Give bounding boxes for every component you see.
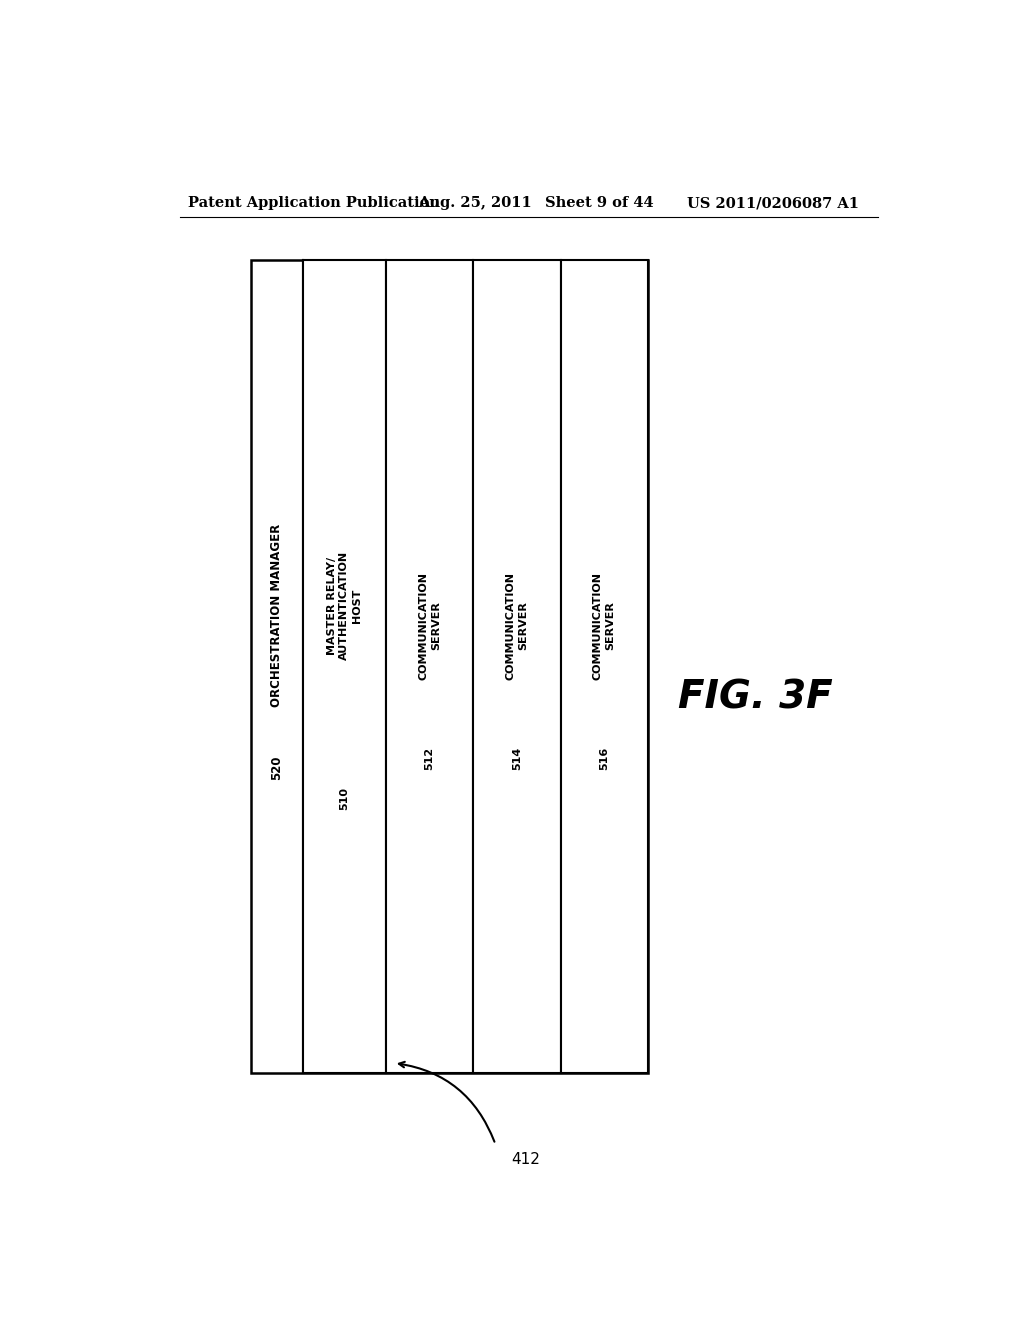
Bar xyxy=(251,260,648,1073)
Text: COMMUNICATION
SERVER: COMMUNICATION SERVER xyxy=(593,572,615,680)
Bar xyxy=(560,260,648,1073)
Text: 510: 510 xyxy=(339,787,349,810)
Text: COMMUNICATION
SERVER: COMMUNICATION SERVER xyxy=(419,572,440,680)
Text: FIG. 3F: FIG. 3F xyxy=(678,678,833,715)
Text: 512: 512 xyxy=(425,747,434,770)
Text: 412: 412 xyxy=(511,1152,541,1167)
Text: 516: 516 xyxy=(599,746,609,770)
Text: Patent Application Publication: Patent Application Publication xyxy=(187,197,439,210)
Text: 520: 520 xyxy=(270,756,284,780)
Bar xyxy=(303,260,386,1073)
Text: Sheet 9 of 44: Sheet 9 of 44 xyxy=(545,197,653,210)
Text: COMMUNICATION
SERVER: COMMUNICATION SERVER xyxy=(506,572,528,680)
Bar xyxy=(473,260,560,1073)
Text: ORCHESTRATION MANAGER: ORCHESTRATION MANAGER xyxy=(270,524,284,708)
Text: Aug. 25, 2011: Aug. 25, 2011 xyxy=(418,197,531,210)
Text: US 2011/0206087 A1: US 2011/0206087 A1 xyxy=(687,197,859,210)
Bar xyxy=(386,260,473,1073)
Text: MASTER RELAY/
AUTHENTICATION
HOST: MASTER RELAY/ AUTHENTICATION HOST xyxy=(327,550,361,660)
Text: 514: 514 xyxy=(512,746,522,770)
